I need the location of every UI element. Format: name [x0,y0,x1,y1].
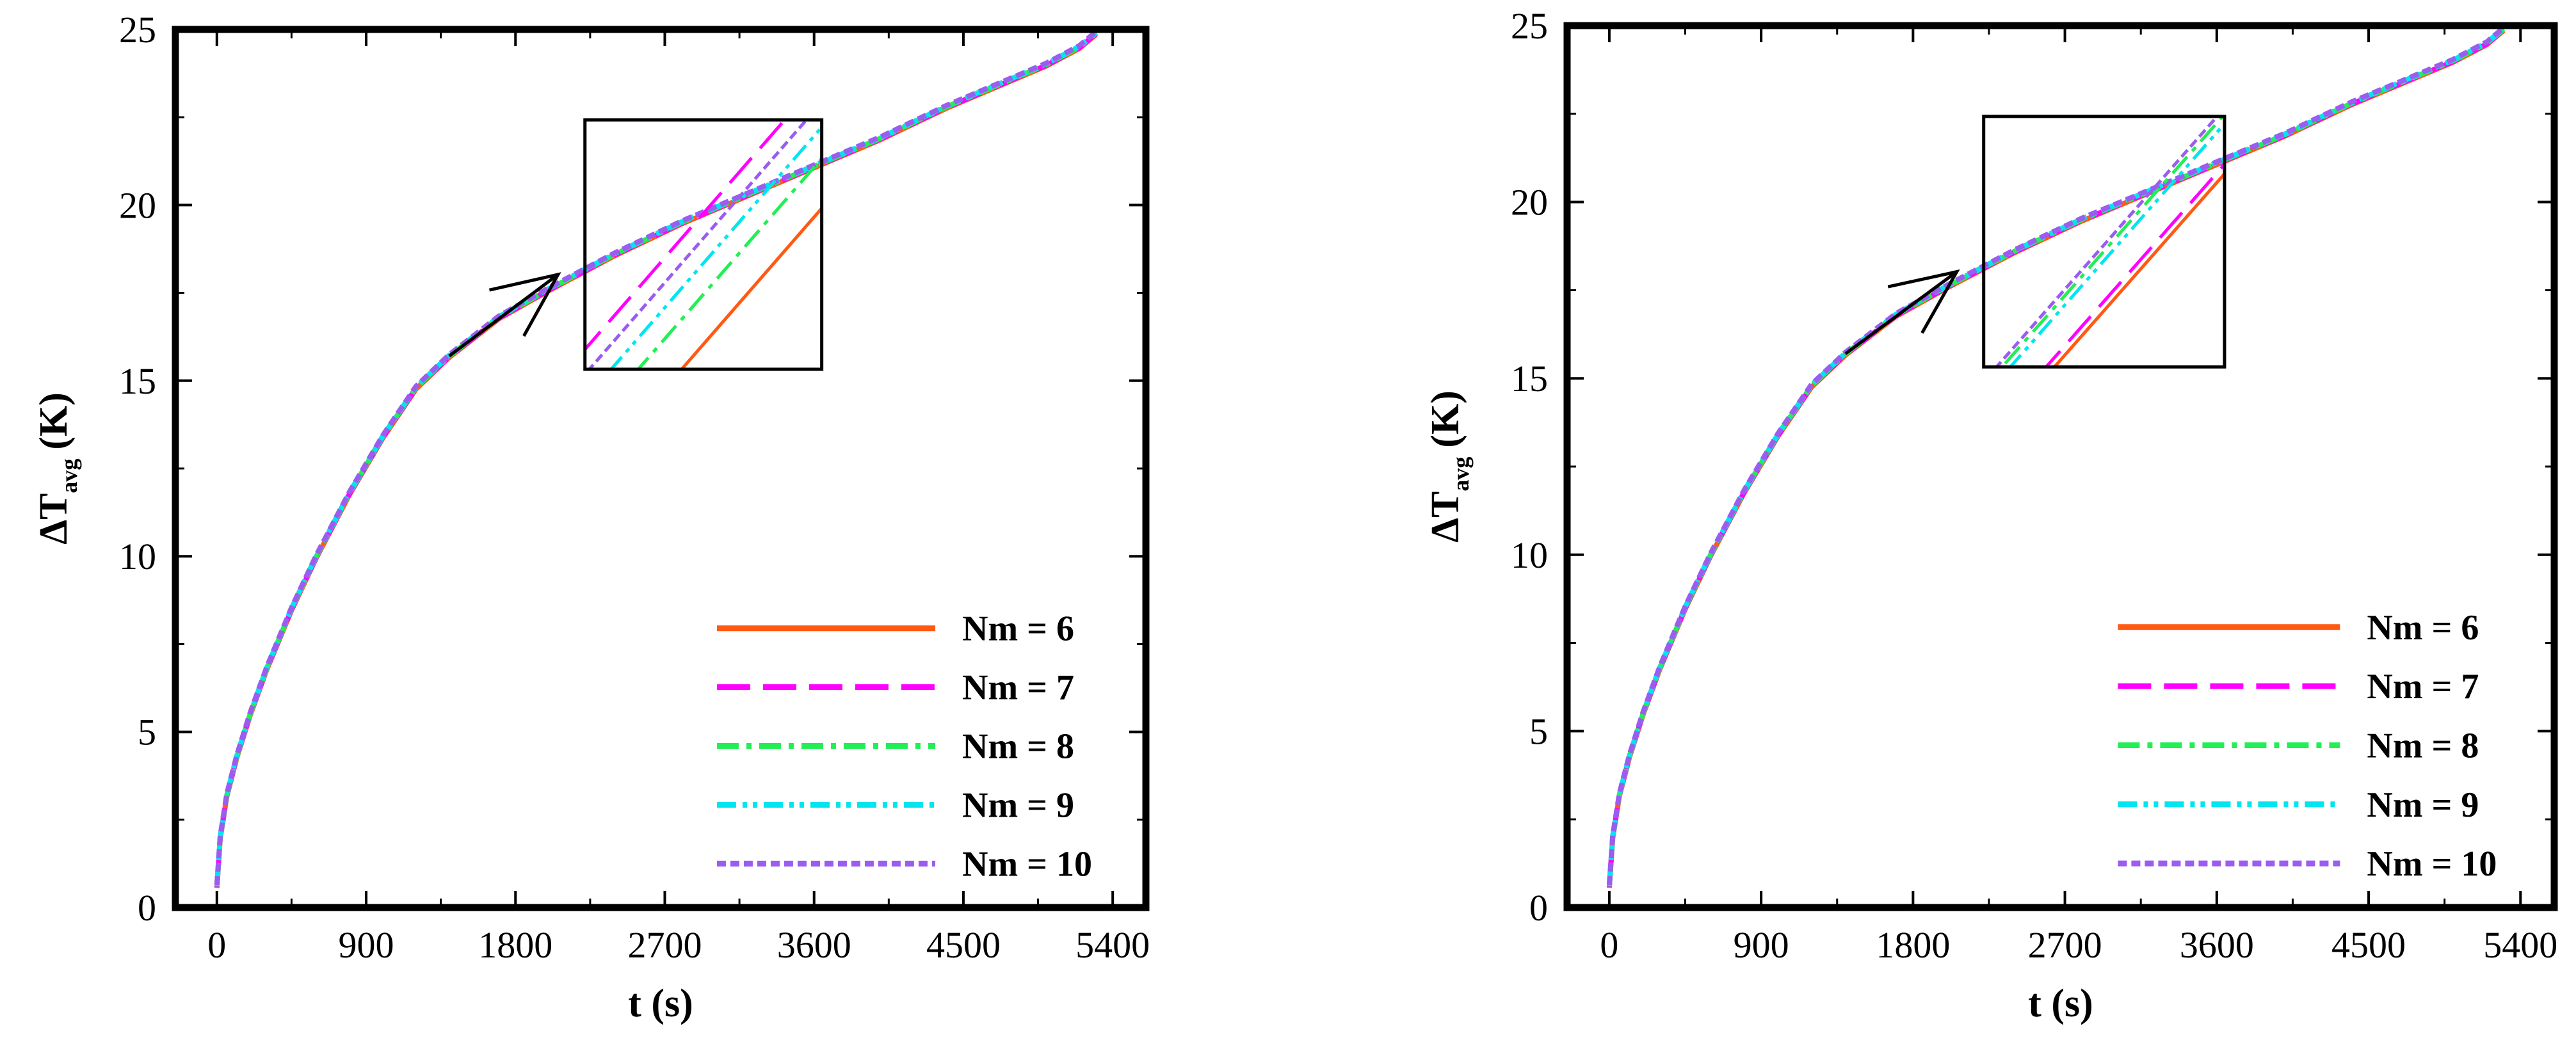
zoom-arrow-head [488,272,561,337]
y-tick-label: 10 [1511,534,1548,576]
y-tick-label: 0 [138,887,156,929]
zoom-arrow-head [1887,269,1960,334]
inset-box [583,118,824,371]
x-tick-label: 3600 [777,924,851,966]
y-axis-title-main: ΔT [1424,492,1467,543]
inset-series-line-5 [587,120,809,369]
y-tick-label: 15 [1511,358,1548,399]
y-axis-title: ΔTavg (K) [1424,390,1474,543]
inset-series-line-1 [2052,171,2225,367]
series-line-5 [214,29,1098,886]
legend-label-4: Nm = 9 [2367,785,2479,825]
y-tick-label: 15 [119,360,156,402]
plot-frame [1563,22,2558,911]
inset-series-line-4 [2008,121,2225,367]
x-axis-title: t (s) [628,982,693,1025]
zoom-arrow-shaft [448,273,559,358]
chart-panel-right: 0 900 1800 2700 3600 4500 5400 0 5 10 15 20 25 Nm = 6… [1424,5,2558,1025]
chart-panel-left: 0 900 1800 2700 3600 4500 5400 0 5 10 15 20 25 Nm = 6… [32,9,1150,1025]
y-tick-label: 10 [119,536,156,577]
x-tick-label: 1800 [478,924,552,966]
inset-series-line-4 [609,124,822,369]
x-tick-label: 5400 [2483,924,2557,966]
inset-lines [1994,116,2225,367]
y-tick-label: 25 [1511,5,1548,47]
legend-label-5: Nm = 10 [962,844,1092,884]
x-tick-label: 2700 [2028,924,2102,966]
legend-label-3: Nm = 8 [2367,726,2479,765]
inset-lines [584,120,822,369]
x-tick-label: 4500 [2331,924,2406,966]
y-tick-label: 20 [1511,182,1548,223]
x-axis-title: t (s) [2028,982,2093,1025]
legend-label-2: Nm = 7 [962,668,1074,708]
y-axis-title-subscript: avg [56,459,82,493]
legend-label-3: Nm = 8 [962,727,1074,767]
inset-series-line-2 [584,120,787,352]
y-axis-title-main: ΔT [32,493,76,545]
inset-series-line-1 [679,205,822,369]
y-axis-title-unit: (K) [1424,390,1467,448]
x-tick-label: 0 [1600,924,1618,966]
y-tick-label: 0 [1529,887,1548,929]
x-tick-label: 1800 [1876,924,1950,966]
x-tick-label: 0 [207,924,226,966]
y-tick-label: 25 [119,9,156,51]
y-tick-label: 20 [119,184,156,226]
x-tick-label: 900 [1734,924,1789,966]
y-tick-label: 5 [138,712,156,753]
y-axis-title-unit: (K) [32,392,76,450]
legend-label-1: Nm = 6 [962,609,1074,649]
legend-label-2: Nm = 7 [2367,667,2479,707]
x-tick-label: 3600 [2180,924,2254,966]
legend-label-4: Nm = 9 [962,785,1074,825]
series-line-5 [1606,26,2506,885]
x-tick-label: 900 [339,924,394,966]
x-tick-label: 2700 [627,924,702,966]
y-tick-label: 5 [1529,710,1548,752]
inset-box [1982,115,2226,369]
x-tick-label: 5400 [1075,924,1150,966]
y-axis-title: ΔTavg (K) [32,392,82,545]
legend-label-1: Nm = 6 [2367,608,2479,648]
plot-frame [172,26,1150,911]
zoom-arrow-shaft [1844,270,1958,355]
inset-series-line-5 [1994,116,2219,367]
inset-series-line-3 [2000,116,2225,367]
legend-label-5: Nm = 10 [2367,844,2497,884]
y-axis-title-subscript: avg [1448,457,1474,492]
inset-series-line-3 [636,156,822,369]
x-tick-label: 4500 [926,924,1001,966]
inset-series-line-2 [2044,162,2225,367]
